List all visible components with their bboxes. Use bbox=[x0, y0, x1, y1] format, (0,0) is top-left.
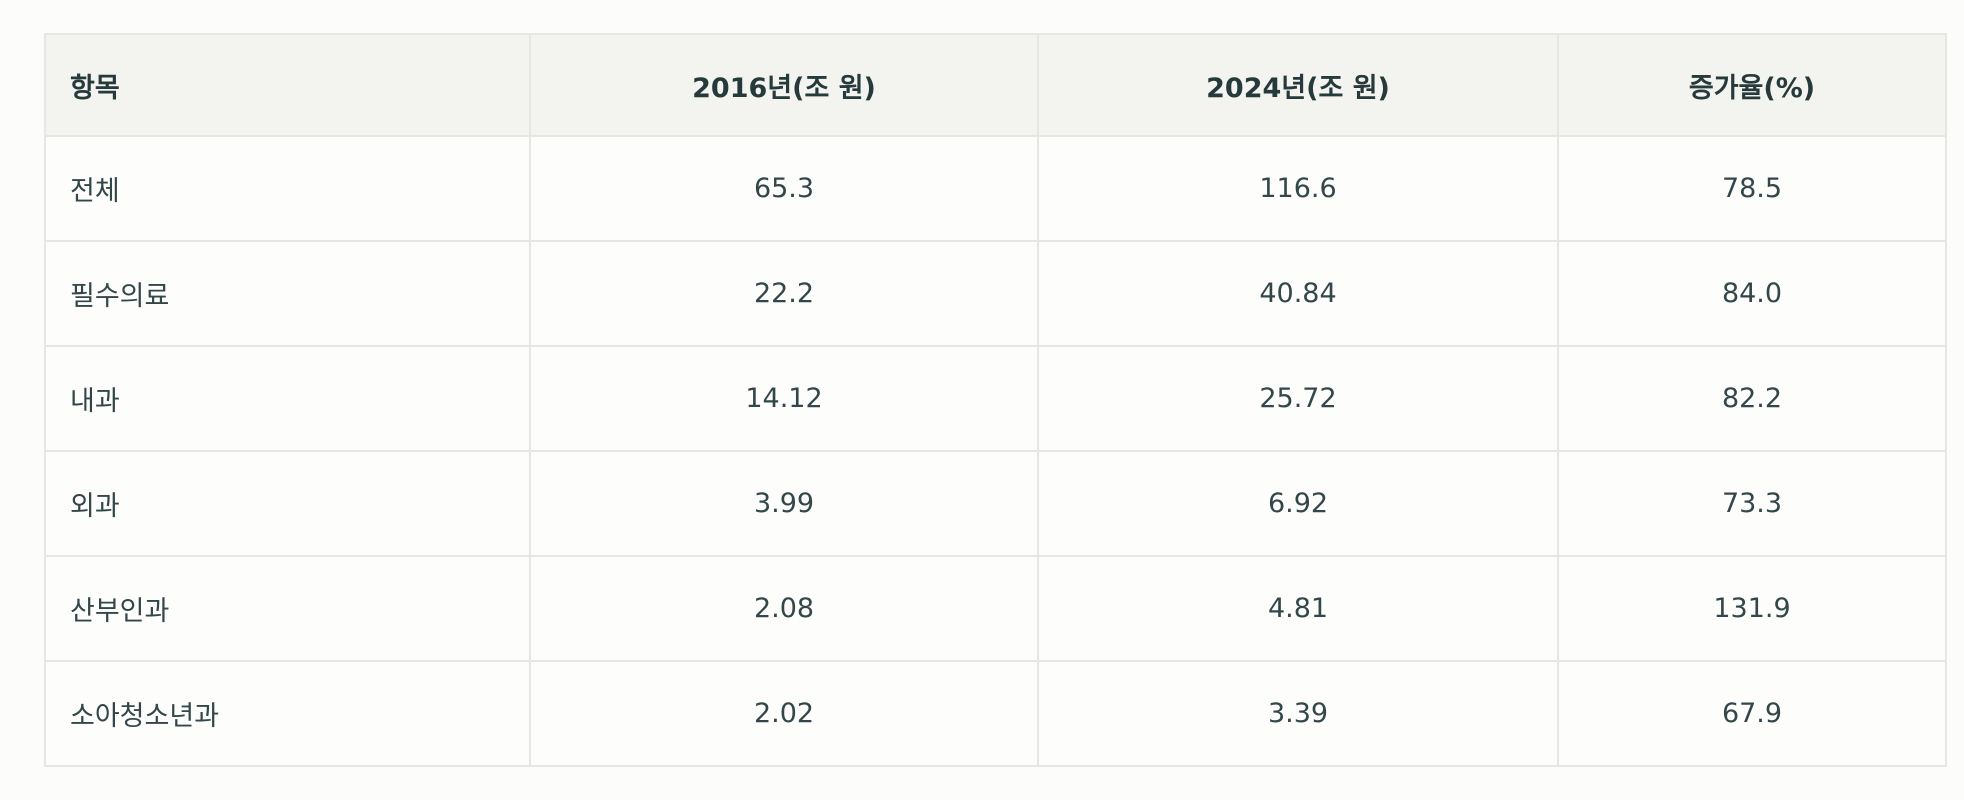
cell-growth-rate: 84.0 bbox=[1557, 240, 1947, 347]
cell-value-2024: 3.39 bbox=[1037, 660, 1559, 767]
cell-value-2024: 116.6 bbox=[1037, 135, 1559, 242]
cell-item: 외과 bbox=[44, 450, 531, 557]
table-row: 전체 65.3 116.6 78.5 bbox=[44, 135, 1947, 242]
cell-value-2016: 65.3 bbox=[529, 135, 1039, 242]
cell-growth-rate: 131.9 bbox=[1557, 555, 1947, 662]
cell-item: 소아청소년과 bbox=[44, 660, 531, 767]
cell-value-2016: 14.12 bbox=[529, 345, 1039, 452]
cell-value-2024: 6.92 bbox=[1037, 450, 1559, 557]
table-row: 필수의료 22.2 40.84 84.0 bbox=[44, 240, 1947, 347]
cell-item: 내과 bbox=[44, 345, 531, 452]
cell-growth-rate: 78.5 bbox=[1557, 135, 1947, 242]
data-table: 항목 2016년(조 원) 2024년(조 원) 증가율(%) 전체 65.3 11… bbox=[44, 33, 1947, 767]
cell-value-2016: 2.02 bbox=[529, 660, 1039, 767]
table-row: 소아청소년과 2.02 3.39 67.9 bbox=[44, 660, 1947, 767]
cell-value-2024: 4.81 bbox=[1037, 555, 1559, 662]
cell-item: 필수의료 bbox=[44, 240, 531, 347]
cell-item: 산부인과 bbox=[44, 555, 531, 662]
cell-growth-rate: 82.2 bbox=[1557, 345, 1947, 452]
header-2016: 2016년(조 원) bbox=[529, 33, 1039, 137]
cell-value-2024: 25.72 bbox=[1037, 345, 1559, 452]
cell-value-2016: 2.08 bbox=[529, 555, 1039, 662]
header-2024: 2024년(조 원) bbox=[1037, 33, 1559, 137]
cell-growth-rate: 67.9 bbox=[1557, 660, 1947, 767]
table-row: 내과 14.12 25.72 82.2 bbox=[44, 345, 1947, 452]
header-item: 항목 bbox=[44, 33, 531, 137]
cell-value-2024: 40.84 bbox=[1037, 240, 1559, 347]
cell-value-2016: 3.99 bbox=[529, 450, 1039, 557]
cell-item: 전체 bbox=[44, 135, 531, 242]
header-growth: 증가율(%) bbox=[1557, 33, 1947, 137]
header-row: 항목 2016년(조 원) 2024년(조 원) 증가율(%) bbox=[44, 33, 1947, 137]
table-row: 산부인과 2.08 4.81 131.9 bbox=[44, 555, 1947, 662]
table-row: 외과 3.99 6.92 73.3 bbox=[44, 450, 1947, 557]
cell-value-2016: 22.2 bbox=[529, 240, 1039, 347]
cell-growth-rate: 73.3 bbox=[1557, 450, 1947, 557]
